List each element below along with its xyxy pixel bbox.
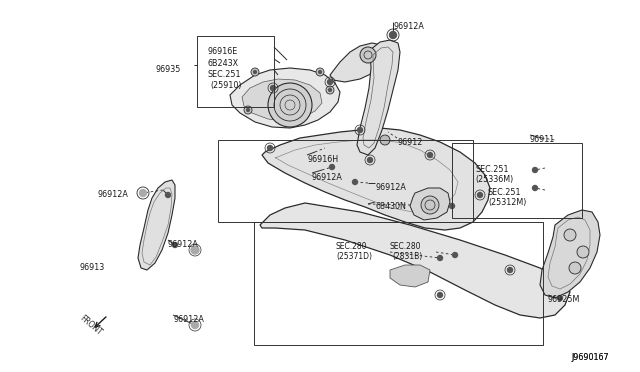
Text: 96912A: 96912A [98,190,129,199]
Text: SEC.251: SEC.251 [475,165,509,174]
Text: 96912: 96912 [397,138,422,147]
Circle shape [328,89,332,92]
Circle shape [577,246,589,258]
Polygon shape [390,265,430,287]
Text: (25336M): (25336M) [475,175,513,184]
Text: (2831B): (2831B) [392,252,422,261]
Polygon shape [242,79,322,121]
Polygon shape [262,128,490,230]
Circle shape [452,253,458,257]
Polygon shape [410,188,450,220]
Bar [452,143,582,218]
Circle shape [326,86,334,94]
Bar [218,140,473,222]
Circle shape [477,192,483,198]
Text: 68430N: 68430N [375,202,406,211]
Circle shape [328,80,333,84]
Circle shape [508,267,513,273]
Circle shape [449,203,454,208]
Circle shape [319,71,321,74]
Text: (25910): (25910) [210,81,241,90]
Polygon shape [260,203,570,318]
Circle shape [353,180,358,185]
Circle shape [421,196,439,214]
Text: 96912A: 96912A [393,22,424,31]
Bar [254,222,543,345]
Text: SEC.280: SEC.280 [336,242,367,251]
Circle shape [268,145,273,151]
Text: 96912A: 96912A [312,173,343,182]
Text: 6B243X: 6B243X [208,59,239,68]
Circle shape [191,246,199,254]
Circle shape [380,135,390,145]
Text: 96911: 96911 [530,135,556,144]
Circle shape [367,157,372,163]
Text: 96912A: 96912A [375,183,406,192]
Circle shape [564,229,576,241]
Polygon shape [230,68,340,128]
Circle shape [428,153,433,157]
Circle shape [271,86,275,90]
Polygon shape [357,40,400,155]
Text: J9690167: J9690167 [571,353,609,362]
Circle shape [532,167,538,173]
Polygon shape [138,180,175,270]
Polygon shape [330,43,388,82]
Circle shape [251,68,259,76]
Text: SEC.251: SEC.251 [488,188,522,197]
Text: 96925M: 96925M [548,295,580,304]
Circle shape [390,32,397,38]
Circle shape [268,83,312,127]
Circle shape [557,295,563,301]
Circle shape [140,189,147,196]
Text: FRONT: FRONT [78,313,104,337]
Text: 96916H: 96916H [307,155,338,164]
Text: SEC.280: SEC.280 [390,242,422,251]
Circle shape [316,68,324,76]
Circle shape [532,186,538,190]
Polygon shape [540,210,600,298]
Circle shape [253,71,257,74]
Text: 96912A: 96912A [168,240,199,249]
Text: (25312M): (25312M) [488,198,526,207]
Circle shape [166,192,170,198]
Text: 96935: 96935 [155,65,180,74]
Circle shape [360,47,376,63]
Circle shape [438,256,442,260]
Circle shape [191,321,198,328]
Circle shape [569,262,581,274]
Circle shape [330,164,335,170]
Circle shape [438,292,442,298]
Circle shape [244,106,252,114]
Circle shape [358,128,362,132]
Text: 96916E: 96916E [208,47,238,56]
Text: 96913: 96913 [80,263,105,272]
Bar [197,36,274,107]
Circle shape [246,109,250,112]
Text: J9690167: J9690167 [571,353,609,362]
Text: (25371D): (25371D) [336,252,372,261]
Text: SEC.251: SEC.251 [208,70,241,79]
Circle shape [173,243,177,247]
Text: 96912A: 96912A [173,315,204,324]
